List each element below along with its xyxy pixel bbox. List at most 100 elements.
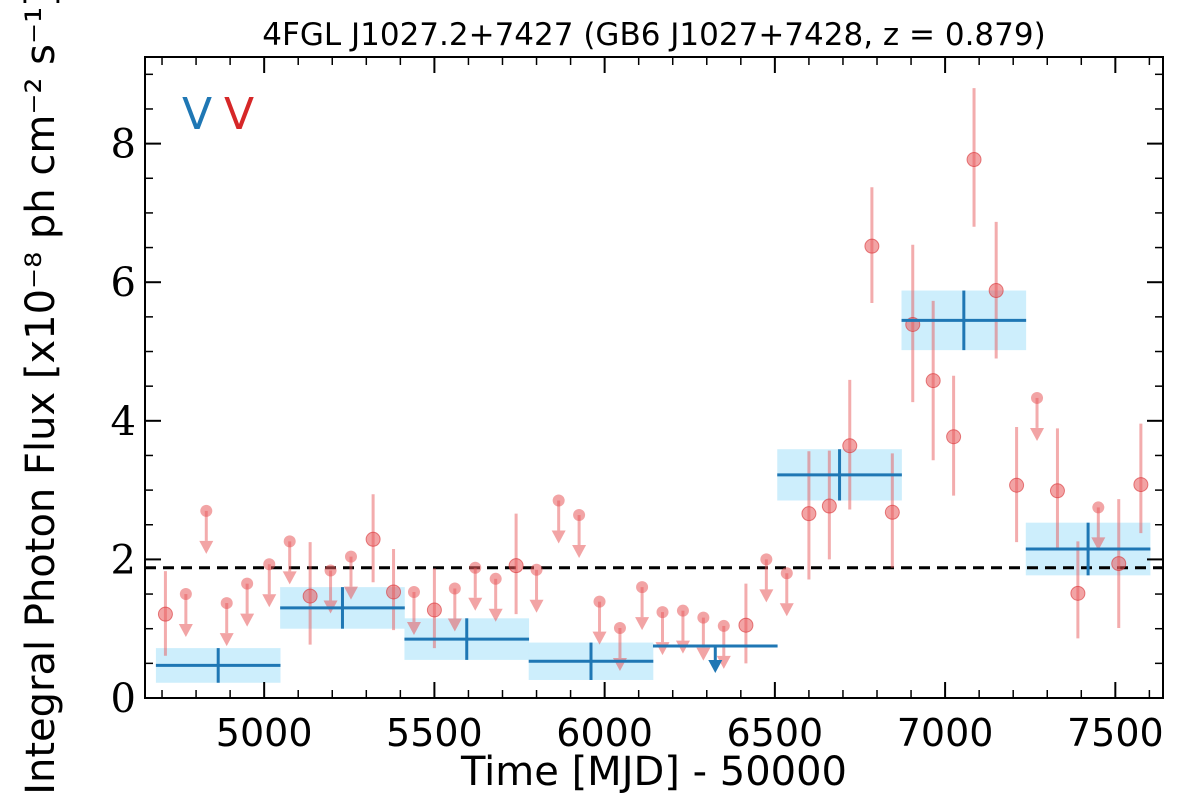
red-upper-limit-marker: [263, 558, 276, 571]
red-data-point: [801, 451, 817, 580]
red-data-point: [925, 300, 941, 461]
red-data-point: [1111, 499, 1127, 629]
red-upper-limit-arrow: [572, 545, 587, 559]
red-upper-limit-arrow: [282, 571, 297, 585]
bin-bands-layer: [155, 290, 1151, 683]
red-upper-limit-marker: [220, 597, 233, 610]
red-point-marker: [738, 617, 754, 633]
red-upper-limit-marker: [573, 509, 586, 522]
red-upper-limit: [551, 494, 566, 544]
red-data-point: [738, 583, 754, 664]
red-data-point: [1009, 427, 1025, 543]
red-upper-limit-marker: [1092, 501, 1105, 514]
red-data-point: [508, 513, 524, 615]
red-point-marker: [365, 531, 381, 547]
red-data-point: [864, 187, 880, 304]
y-tick-label: 8: [111, 122, 136, 168]
x-tick-label: 6000: [556, 711, 653, 755]
red-data-point: [426, 568, 442, 649]
red-point-marker: [821, 498, 837, 514]
red-upper-limit: [635, 581, 650, 631]
red-data-point: [946, 375, 962, 496]
red-upper-limit-marker: [200, 504, 213, 517]
red-upper-limit-marker: [760, 553, 773, 566]
red-upper-limit-arrow: [696, 647, 711, 661]
blue-bin-point: [155, 648, 281, 683]
red-upper-limit-arrow: [655, 642, 670, 656]
red-upper-limit: [282, 535, 297, 585]
red-upper-limit-marker: [1031, 391, 1044, 404]
blue-bin-point: [901, 290, 1027, 351]
red-upper-limit-marker: [448, 582, 461, 595]
red-upper-limit-marker: [283, 535, 296, 548]
axis-ticks: 5000 5500 6000 6500 7000 7500 0 2 4 6 8: [111, 57, 1164, 755]
red-upper-limit-marker: [613, 622, 626, 635]
red-upper-limit: [240, 577, 255, 627]
red-point-marker: [884, 504, 900, 520]
red-data-point: [966, 88, 982, 227]
red-upper-limit-arrow: [635, 617, 650, 631]
red-upper-limit: [1091, 501, 1106, 551]
red-point-marker: [1009, 477, 1025, 493]
red-upper-limit-marker: [344, 550, 357, 563]
red-upper-limit: [343, 550, 358, 600]
red-upper-limit-arrow: [779, 603, 794, 617]
red-point-marker: [157, 606, 173, 622]
y-tick-label: 0: [111, 676, 136, 722]
red-point-marker: [1070, 585, 1086, 601]
red-point-marker: [801, 506, 817, 522]
red-upper-limit-arrow: [343, 586, 358, 600]
blue-bin-point: [528, 642, 654, 680]
red-upper-limit-arrow: [529, 599, 544, 613]
red-data-point: [157, 571, 173, 656]
blue-series-layer: [155, 290, 1151, 683]
red-upper-limit: [488, 572, 503, 622]
red-point-marker: [946, 429, 962, 445]
red-upper-limit-marker: [324, 564, 337, 577]
blue-bin-point: [404, 618, 530, 660]
red-upper-limit-marker: [636, 581, 649, 594]
legend-marker-red: V: [224, 89, 254, 140]
red-upper-limit: [759, 553, 774, 603]
red-data-point: [905, 244, 921, 403]
red-upper-limit: [572, 509, 587, 559]
red-upper-limit: [406, 585, 421, 635]
red-data-point: [302, 542, 318, 645]
red-upper-limit-arrow: [468, 597, 483, 611]
blue-bin-point: [1025, 522, 1151, 576]
red-upper-limit: [779, 567, 794, 617]
red-upper-limit: [1030, 391, 1045, 441]
red-point-marker: [925, 373, 941, 389]
x-tick-label: 7500: [1067, 711, 1164, 755]
red-upper-limit: [716, 619, 731, 669]
red-point-marker: [508, 558, 524, 574]
red-upper-limit-marker: [407, 585, 420, 598]
red-upper-limit: [696, 611, 711, 661]
red-upper-limit-marker: [676, 604, 689, 617]
x-tick-label: 5500: [386, 711, 483, 755]
red-upper-limit-arrow: [551, 530, 566, 544]
red-upper-limit-arrow: [240, 613, 255, 627]
plot-frame: [144, 56, 1164, 699]
red-upper-limit-marker: [717, 619, 730, 632]
red-upper-limit-arrow: [178, 624, 193, 638]
x-tick-label: 6500: [727, 711, 824, 755]
red-upper-limit: [468, 561, 483, 611]
red-upper-limit-marker: [780, 567, 793, 580]
red-upper-limit-arrow: [1030, 427, 1045, 441]
red-upper-limit-arrow: [759, 589, 774, 603]
y-tick-label: 2: [111, 537, 136, 583]
red-point-marker: [988, 283, 1004, 299]
red-upper-limit: [219, 597, 234, 647]
red-upper-limit: [529, 563, 544, 613]
red-point-marker: [386, 584, 402, 600]
y-tick-label: 4: [111, 399, 136, 445]
red-upper-limit-marker: [469, 561, 482, 574]
red-upper-limit-marker: [179, 588, 192, 601]
red-point-marker: [1111, 556, 1127, 572]
red-point-marker: [1049, 483, 1065, 499]
red-upper-limit-marker: [697, 611, 710, 624]
red-upper-limit-arrow: [592, 631, 607, 645]
chart-title: 4FGL J1027.2+7427 (GB6 J1027+7428, z = 0…: [262, 17, 1045, 53]
